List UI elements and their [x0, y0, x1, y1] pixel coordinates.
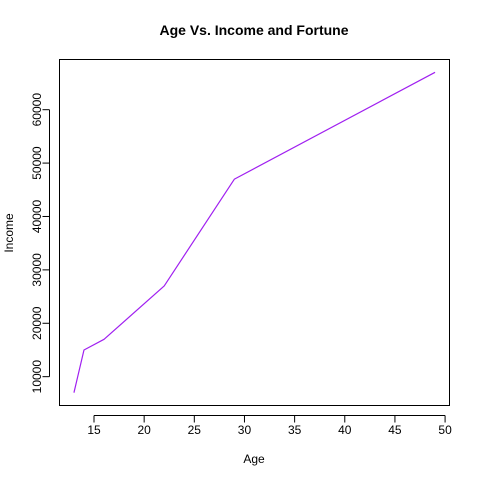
x-tick-label: 40: [338, 423, 352, 437]
y-tick-label: 50000: [30, 146, 44, 180]
series-line: [73, 71, 436, 393]
y-tick-label: 20000: [30, 306, 44, 340]
x-axis-label: Age: [243, 452, 265, 466]
chart-title: Age Vs. Income and Fortune: [159, 22, 348, 38]
series-layer: [73, 71, 436, 393]
x-tick-label: 30: [238, 423, 252, 437]
y-axis-label: Income: [2, 213, 16, 253]
y-tick-label: 30000: [30, 253, 44, 287]
x-axis: 15 20 25 30 35 40 45 50: [87, 415, 452, 437]
plot-area: [59, 59, 450, 406]
x-tick-label: 50: [438, 423, 452, 437]
x-tick-label: 25: [188, 423, 202, 437]
x-tick-label: 35: [288, 423, 302, 437]
y-tick-label: 40000: [30, 199, 44, 233]
y-axis: 10000 20000 30000 40000 50000 60000: [30, 93, 50, 394]
x-tick-label: 20: [137, 423, 151, 437]
x-tick-label: 15: [87, 423, 101, 437]
x-tick-label: 45: [388, 423, 402, 437]
y-tick-label: 10000: [30, 360, 44, 394]
y-tick-label: 60000: [30, 93, 44, 127]
